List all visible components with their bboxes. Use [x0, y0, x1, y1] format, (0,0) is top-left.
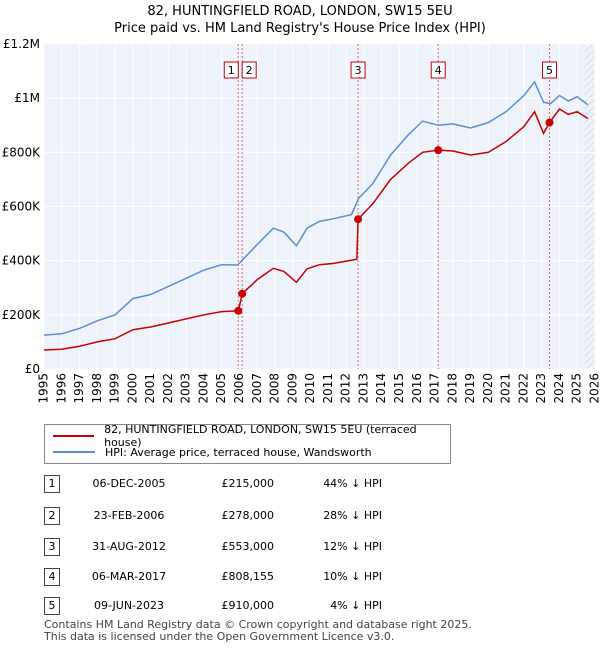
sale-number-badge: 2: [44, 507, 60, 525]
sale-label-box: [430, 61, 446, 79]
sale-price: £910,000: [221, 599, 275, 612]
sale-date: 06-DEC-2005: [92, 477, 166, 490]
x-tick-label: 2016: [410, 373, 424, 404]
sale-label: 4: [435, 64, 442, 77]
x-tick-label: 2009: [285, 373, 299, 404]
x-tick-label: 1998: [90, 373, 104, 404]
sale-number-badge: 3: [44, 538, 60, 556]
legend-item-property: 82, HUNTINGFIELD ROAD, LONDON, SW15 5EU …: [53, 423, 450, 449]
sale-date: 06-MAR-2017: [91, 570, 167, 583]
sale-point: [434, 146, 443, 155]
x-tick-label: 2021: [499, 373, 513, 404]
hpi-line: [43, 80, 589, 336]
legend-label-property: 82, HUNTINGFIELD ROAD, LONDON, SW15 5EU …: [104, 423, 417, 449]
x-tick-label: 2002: [161, 373, 175, 404]
x-tick-label: 2018: [445, 373, 459, 404]
x-tick-label: 2005: [214, 373, 228, 404]
x-tick-label: 2012: [339, 373, 353, 404]
table-row: 3 31-AUG-2012 £553,000 12% ↓ HPI: [44, 538, 464, 558]
sale-price: £215,000: [221, 477, 275, 490]
table-row: 4 06-MAR-2017 £808,155 10% ↓ HPI: [44, 568, 464, 588]
sale-point: [238, 289, 247, 298]
sale-label: 5: [546, 64, 553, 77]
sale-price: £278,000: [221, 509, 275, 522]
legend: 82, HUNTINGFIELD ROAD, LONDON, SW15 5EU …: [44, 423, 451, 464]
x-tick-label: 2013: [356, 373, 370, 404]
sale-date: 09-JUN-2023: [93, 599, 165, 612]
x-tick-label: 2017: [428, 373, 442, 404]
legend-swatch-hpi: [53, 451, 95, 453]
sale-point: [545, 118, 554, 127]
x-tick-label: 2006: [232, 373, 246, 404]
table-row: 1 06-DEC-2005 £215,000 44% ↓ HPI: [44, 475, 464, 495]
sale-label-box: [541, 61, 557, 79]
sale-hpi-diff: 4% ↓ HPI: [330, 599, 382, 612]
y-tick-label: £1.2M: [3, 37, 40, 51]
property-line: [43, 108, 589, 351]
sale-label-box: [223, 61, 239, 79]
chart-subtitle: Price paid vs. HM Land Registry's House …: [114, 21, 486, 36]
x-tick-label: 1995: [37, 373, 51, 404]
sale-label-box: [241, 61, 257, 79]
sale-number-badge: 4: [44, 568, 60, 586]
sale-label: 1: [228, 64, 235, 77]
x-tick-label: 2001: [143, 373, 157, 404]
sale-hpi-diff: 12% ↓ HPI: [323, 540, 382, 553]
legend-swatch-property: [53, 435, 95, 437]
sale-date: 23-FEB-2006: [93, 509, 165, 522]
y-tick-label: £400K: [2, 254, 42, 268]
sale-price: £553,000: [221, 540, 275, 553]
x-tick-label: 2019: [463, 373, 477, 404]
sale-price: £808,155: [221, 570, 275, 583]
sale-hpi-diff: 44% ↓ HPI: [323, 477, 382, 490]
footer-copyright: Contains HM Land Registry data © Crown c…: [44, 618, 472, 631]
sale-number-badge: 5: [44, 597, 60, 615]
sale-date: 31-AUG-2012: [92, 540, 166, 553]
y-tick-label: £200K: [2, 308, 42, 322]
price-chart: £0 £200K £400K £600K £800K £1M £1.2M 1995 1996 19…: [2, 37, 600, 404]
x-tick-label: 1997: [72, 373, 86, 404]
x-tick-label: 2010: [303, 373, 317, 404]
sale-hpi-diff: 10% ↓ HPI: [323, 570, 382, 583]
x-tick-label: 2008: [268, 373, 282, 404]
x-tick-label: 2014: [374, 373, 388, 404]
footer-license: This data is licensed under the Open Gov…: [44, 630, 395, 643]
y-tick-label: £800K: [2, 145, 42, 159]
sale-point: [354, 215, 363, 224]
sale-point: [234, 306, 243, 315]
x-tick-label: 2026: [588, 373, 600, 404]
y-tick-label: £1M: [14, 91, 40, 105]
x-tick-label: 2003: [179, 373, 193, 404]
x-tick-label: 2025: [570, 373, 584, 404]
x-tick-label: 2007: [250, 373, 264, 404]
x-tick-label: 1996: [54, 373, 68, 404]
x-tick-label: 1999: [108, 373, 122, 404]
y-tick-label: £0: [25, 362, 40, 376]
x-tick-label: 2011: [321, 373, 335, 404]
x-tick-label: 2020: [481, 373, 495, 404]
x-tick-label: 2024: [552, 373, 566, 404]
sale-hpi-diff: 28% ↓ HPI: [323, 509, 382, 522]
x-tick-label: 2022: [516, 373, 530, 404]
sale-label: 2: [246, 64, 253, 77]
sale-label: 3: [355, 64, 362, 77]
table-row: 5 09-JUN-2023 £910,000 4% ↓ HPI: [44, 597, 464, 617]
legend-label-hpi: HPI: Average price, terraced house, Wand…: [105, 445, 372, 459]
chart-title: 82, HUNTINGFIELD ROAD, LONDON, SW15 5EU: [147, 4, 453, 19]
legend-item-hpi: HPI: Average price, terraced house, Wand…: [53, 444, 372, 460]
x-tick-label: 2015: [392, 373, 406, 404]
sale-label-box: [350, 61, 366, 79]
x-tick-label: 2000: [125, 373, 139, 404]
x-tick-label: 2004: [196, 373, 210, 404]
x-tick-label: 2023: [534, 373, 548, 404]
y-tick-label: £600K: [2, 200, 42, 214]
table-row: 2 23-FEB-2006 £278,000 28% ↓ HPI: [44, 507, 464, 527]
sale-number-badge: 1: [44, 475, 60, 493]
